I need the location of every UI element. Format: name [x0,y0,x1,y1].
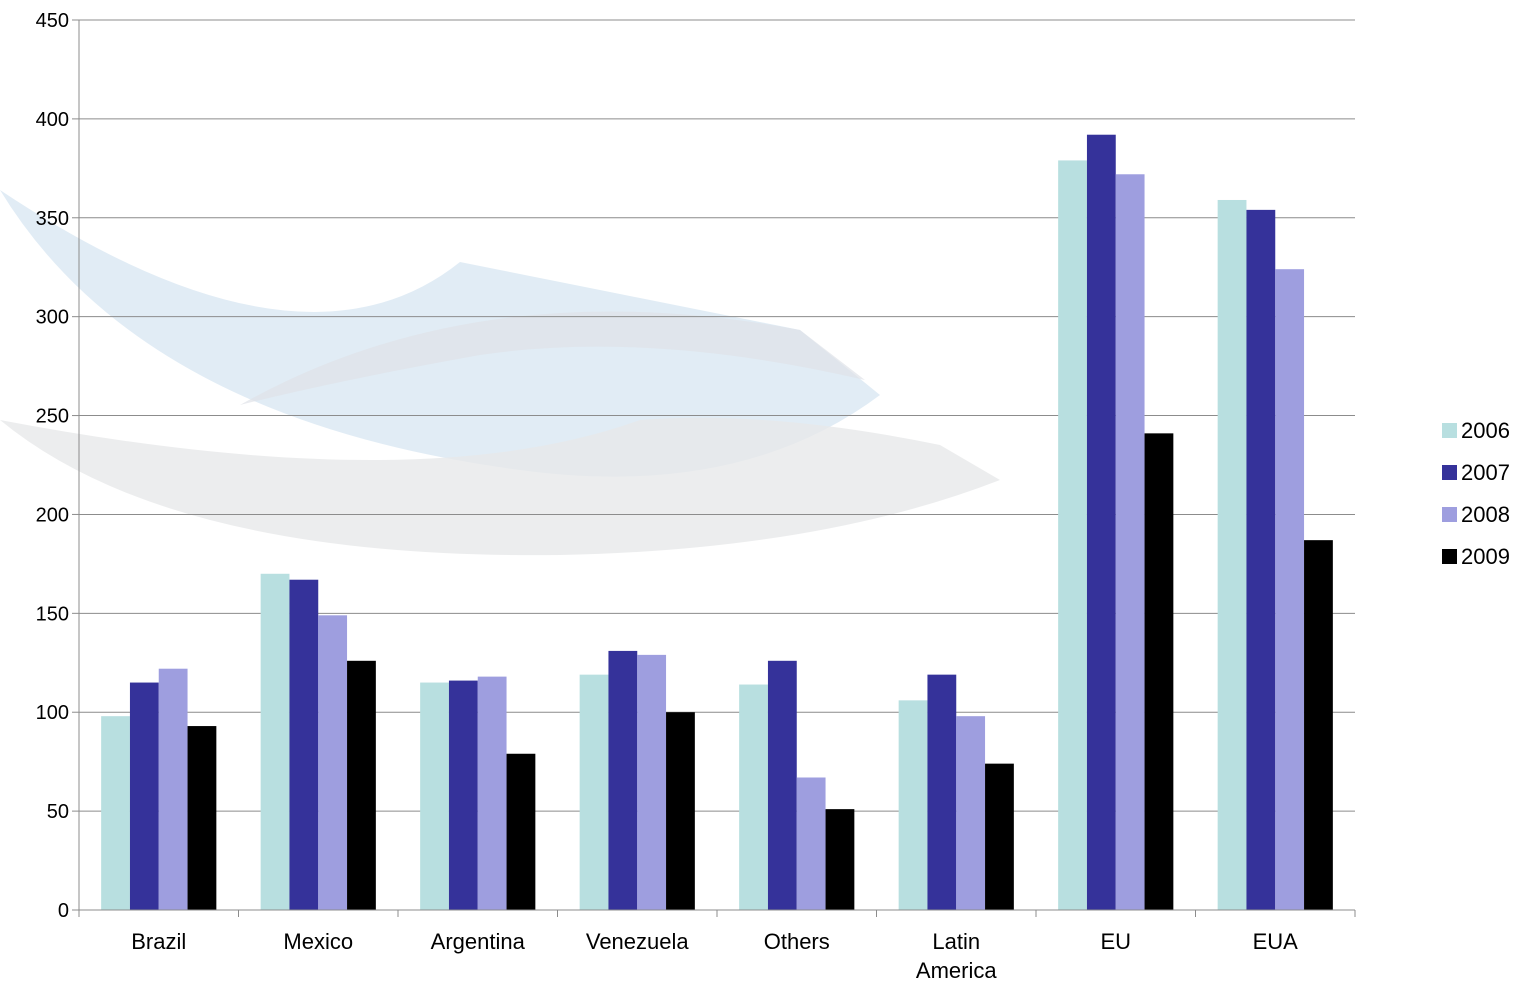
y-tick-label: 300 [36,307,69,329]
y-tick-label: 350 [36,208,69,230]
bar-2007 [1246,209,1276,910]
bar-2009 [825,809,855,910]
bar-2008 [637,654,667,910]
bar-2006 [898,700,928,910]
bar-2008 [158,668,188,910]
bar-2006 [420,682,449,910]
bar-2007 [608,650,638,910]
y-tick-label: 50 [47,801,69,823]
bar-2006 [101,716,130,910]
x-tick-label: Argentina [431,929,526,954]
bar-2008 [477,676,507,910]
bars [101,134,1333,910]
bar-2007 [767,660,797,910]
y-tick-label: 450 [36,10,69,32]
legend-label: 2006 [1461,418,1510,443]
x-tick-label: EUA [1253,929,1299,954]
y-tick-label: 200 [36,504,69,526]
y-tick-label: 100 [36,702,69,724]
bar-2008 [956,716,986,910]
bar-2007 [289,579,319,910]
bar-2009 [347,660,376,910]
bar-2006 [579,674,609,910]
legend: 2006 2007 2008 2009 [1442,418,1510,569]
bar-2007 [1086,134,1116,910]
y-tick-label: 250 [36,406,69,428]
bar-2009 [1304,540,1333,910]
y-tick-label: 150 [36,603,69,625]
legend-label: 2007 [1461,460,1510,485]
bar-2007 [927,674,957,910]
x-tick-label: EU [1100,929,1131,954]
bar-2006 [260,573,290,910]
x-tick-label: Brazil [131,929,186,954]
y-tick-label: 400 [36,109,69,131]
x-tick-label: Latin America [916,929,997,983]
legend-swatch-2008 [1442,507,1457,522]
x-tick-label: Mexico [283,929,353,954]
axes: 0 50 100 150 200 250 300 350 400 450 Brazil Mexico A… [36,10,1356,983]
x-tick-label: Venezuela [586,929,690,954]
bar-2006 [1217,199,1247,910]
bar-2009 [1144,433,1174,910]
bar-2006 [1058,160,1087,910]
bar-2009 [985,763,1014,910]
bar-2009 [506,753,536,910]
legend-label: 2008 [1461,502,1510,527]
bar-2007 [129,682,159,910]
y-tick-label: 0 [58,900,69,922]
x-tick-label: Others [764,929,830,954]
legend-swatch-2007 [1442,465,1457,480]
bar-2009 [666,712,695,910]
legend-swatch-2009 [1442,549,1457,564]
bar-2007 [448,680,478,910]
bar-2008 [1115,174,1145,910]
bar-2008 [1275,269,1305,910]
bar-2009 [187,726,217,910]
background-watermark [0,190,1000,556]
bar-2008 [796,777,826,910]
legend-label: 2009 [1461,544,1510,569]
bar-2008 [318,615,348,910]
legend-swatch-2006 [1442,423,1457,438]
bar-2006 [739,684,768,910]
